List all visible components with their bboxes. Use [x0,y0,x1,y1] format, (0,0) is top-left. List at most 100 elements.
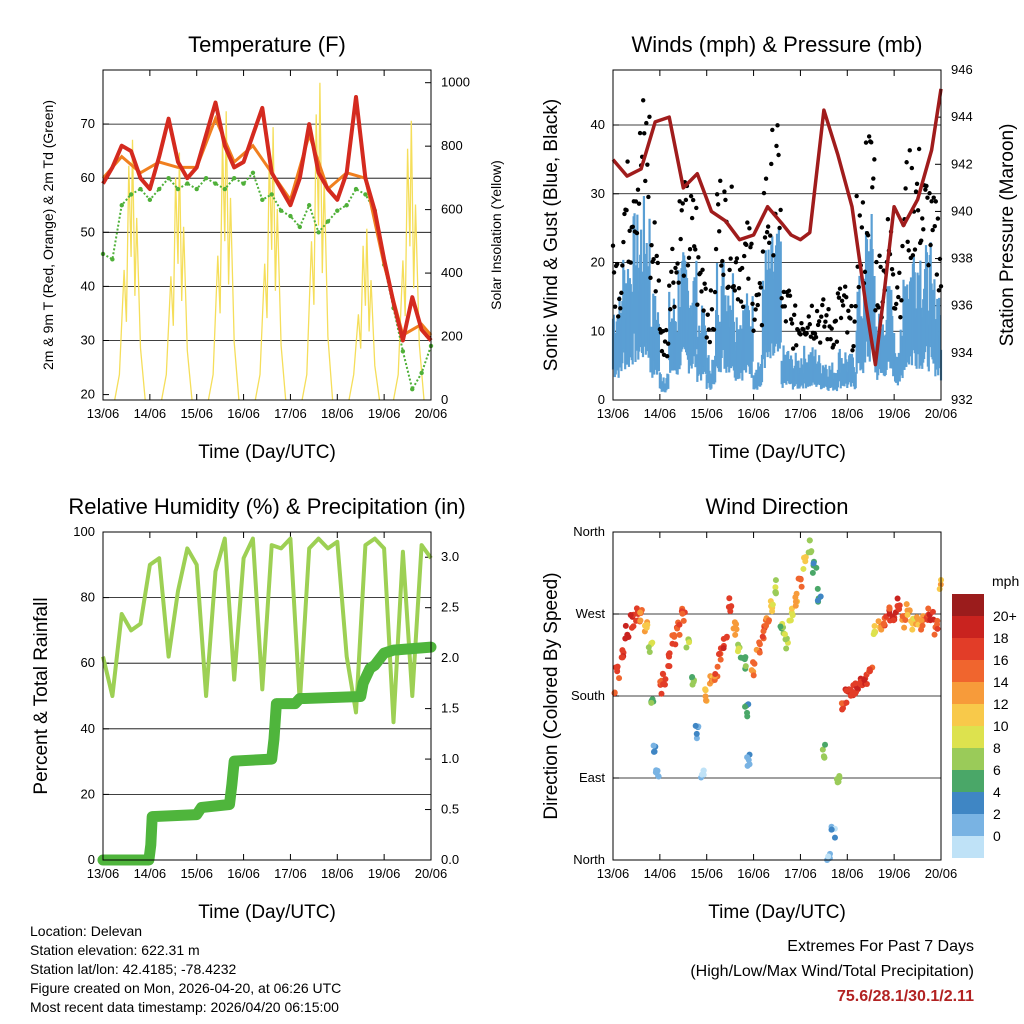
gust-point [742,253,747,259]
direction-point [676,621,683,628]
precipitation-series [97,641,437,866]
y-tick-label: 80 [81,590,95,605]
x-tick-label: 19/06 [878,866,911,881]
chart-title: Relative Humidity (%) & Precipitation (i… [68,494,465,519]
direction-point [686,639,693,646]
direction-point [852,690,859,697]
location-text: Location: Delevan [30,923,143,939]
gust-point [762,235,768,240]
direction-point [772,577,779,584]
station-info: Location: Delevan Station elevation: 622… [30,922,341,1017]
gust-point [703,286,708,291]
gust-point [663,327,669,333]
gust-point [869,140,874,145]
gust-point [727,267,732,273]
gust-point [732,288,738,293]
gust-point [695,302,700,307]
gust-point [709,307,715,312]
y-tick-label: 30 [81,332,95,347]
direction-point [880,620,887,627]
gust-point [895,285,900,290]
x-tick-label: 19/06 [368,866,401,881]
y2-tick-label: 600 [441,202,463,217]
direction-point [934,625,941,632]
direction-point [822,741,829,748]
colorbar-label: 10 [993,718,1009,734]
direction-point [628,624,635,631]
direction-point [693,735,700,742]
y-tick-label: 40 [81,721,95,736]
direction-point [720,645,727,652]
plot-frame [612,531,942,861]
gust-point [757,281,763,286]
direction-point [742,703,749,710]
gust-point [873,308,878,313]
gust-point [894,301,899,307]
gust-point [712,289,718,295]
direction-point [714,663,721,670]
colorbar-label: 6 [993,762,1001,778]
direction-point [925,605,932,612]
x-tick-label: 20/06 [925,866,958,881]
gust-point [866,134,872,139]
gust-point [752,317,757,322]
gust-point [853,303,858,309]
y2-tick-label: 944 [951,109,973,124]
x-tick-label: 13/06 [597,866,630,881]
direction-point [648,699,655,706]
y-tick-label: 40 [591,117,605,132]
gust-point [930,227,935,233]
gust-point [928,242,933,248]
gust-point [849,303,854,309]
gust-point [892,306,898,311]
y-tick-label: 100 [73,524,95,539]
x-tick-label: 14/06 [134,866,167,881]
direction-point [918,626,925,633]
direction-point [726,595,733,602]
gust-point [719,263,724,268]
direction-point [792,598,799,605]
y2-tick-label: 800 [441,138,463,153]
y-tick-label: South [571,688,605,703]
gust-point [919,238,924,243]
gust-point [760,249,766,254]
gust-point [850,348,855,353]
y2-axis-label: Station Pressure (Maroon) [997,124,1018,347]
gust-point [904,160,909,165]
gust-point [821,297,826,302]
direction-point [693,730,700,737]
direction-point [783,645,790,652]
direction-point [649,639,656,646]
x-tick-label: 19/06 [368,406,401,421]
gust-point [628,260,633,265]
y2-tick-label: 200 [441,329,463,344]
x-tick-label: 16/06 [737,406,770,421]
direction-point [927,616,934,623]
y2-tick-label: 938 [951,251,973,266]
gust-point [804,331,809,336]
panel-winds: Winds (mph) & Pressure (mb) Time (Day/UTC… [541,32,1018,463]
direction-point [702,687,709,694]
gust-point [677,199,682,204]
gust-point [776,152,781,158]
y-axis-label: Percent & Total Rainfall [31,597,52,794]
y-tick-label: 0 [88,852,95,867]
y2-tick-label: 934 [951,345,973,360]
gust-point [715,202,721,207]
temp-2m-series [101,95,433,343]
x-tick-label: 16/06 [227,406,260,421]
y-tick-label: 20 [81,786,95,801]
gust-point [816,319,822,324]
direction-point [866,668,873,675]
gust-point [756,292,761,297]
gust-point [836,295,842,300]
y-tick-label: 20 [591,255,605,270]
colorbar-swatch [952,660,984,682]
y-tick-label: 50 [81,224,95,239]
gust-point [717,229,722,234]
y-tick-label: 60 [81,655,95,670]
solar-insolation-spike [207,111,240,401]
solar-insolation-spike [301,82,334,401]
gust-point [714,192,720,197]
direction-point [840,705,847,712]
